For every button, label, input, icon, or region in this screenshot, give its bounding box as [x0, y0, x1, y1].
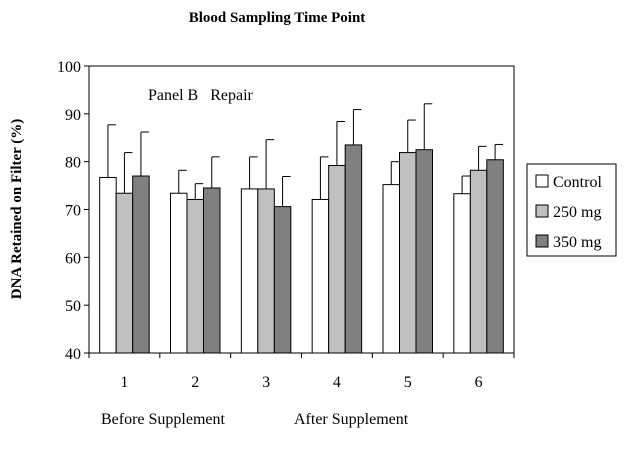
- x-tick-label: 3: [262, 374, 270, 391]
- x-tick-label: 5: [404, 374, 412, 391]
- bar: [257, 188, 275, 354]
- y-tick-label: 80: [65, 155, 81, 172]
- legend-swatch: [535, 204, 549, 218]
- y-axis-label: DNA Retained on Filter (%): [9, 119, 25, 300]
- chart-title: Blood Sampling Time Point: [189, 10, 366, 26]
- bar: [273, 206, 292, 354]
- panel-annotation: Panel B Repair: [148, 87, 254, 104]
- bar: [186, 198, 204, 354]
- bar: [399, 152, 417, 354]
- bar: [344, 144, 363, 354]
- group-label-after: After Supplement: [294, 411, 409, 428]
- bar: [203, 187, 221, 354]
- bar: [132, 175, 150, 354]
- y-tick-label: 60: [65, 250, 81, 267]
- bar: [469, 169, 488, 354]
- y-tick-label: 100: [57, 59, 81, 76]
- x-tick-label: 6: [475, 374, 483, 391]
- y-tick-label: 90: [65, 107, 81, 124]
- bar: [240, 188, 259, 354]
- bar: [415, 149, 433, 354]
- group-label-before: Before Supplement: [101, 411, 226, 428]
- y-tick-label: 70: [65, 203, 81, 220]
- legend-label: Control: [553, 174, 602, 191]
- x-tick-label: 4: [333, 374, 341, 391]
- legend-label: 250 mg: [553, 204, 601, 221]
- plot-area-frame: [88, 65, 515, 354]
- x-tick-label: 1: [120, 374, 128, 391]
- legend-swatch: [535, 234, 549, 248]
- bar: [115, 192, 134, 354]
- y-tick-label: 50: [65, 298, 81, 315]
- legend-label: 350 mg: [553, 234, 601, 251]
- x-tick-label: 2: [191, 374, 199, 391]
- bars-layer: [99, 103, 504, 354]
- legend-swatch: [535, 174, 549, 188]
- bar: [328, 164, 346, 354]
- bar: [382, 184, 400, 354]
- bar: [170, 192, 188, 354]
- legend: Control 250 mg 350 mg: [526, 163, 617, 257]
- axis-layer: 40 50 60 70 80 90 100 1 2 3 4 5 6: [57, 59, 515, 391]
- y-tick-label: 40: [65, 346, 81, 363]
- bar: [453, 193, 471, 354]
- bar: [99, 176, 117, 354]
- bar: [486, 159, 504, 354]
- bar: [311, 198, 330, 354]
